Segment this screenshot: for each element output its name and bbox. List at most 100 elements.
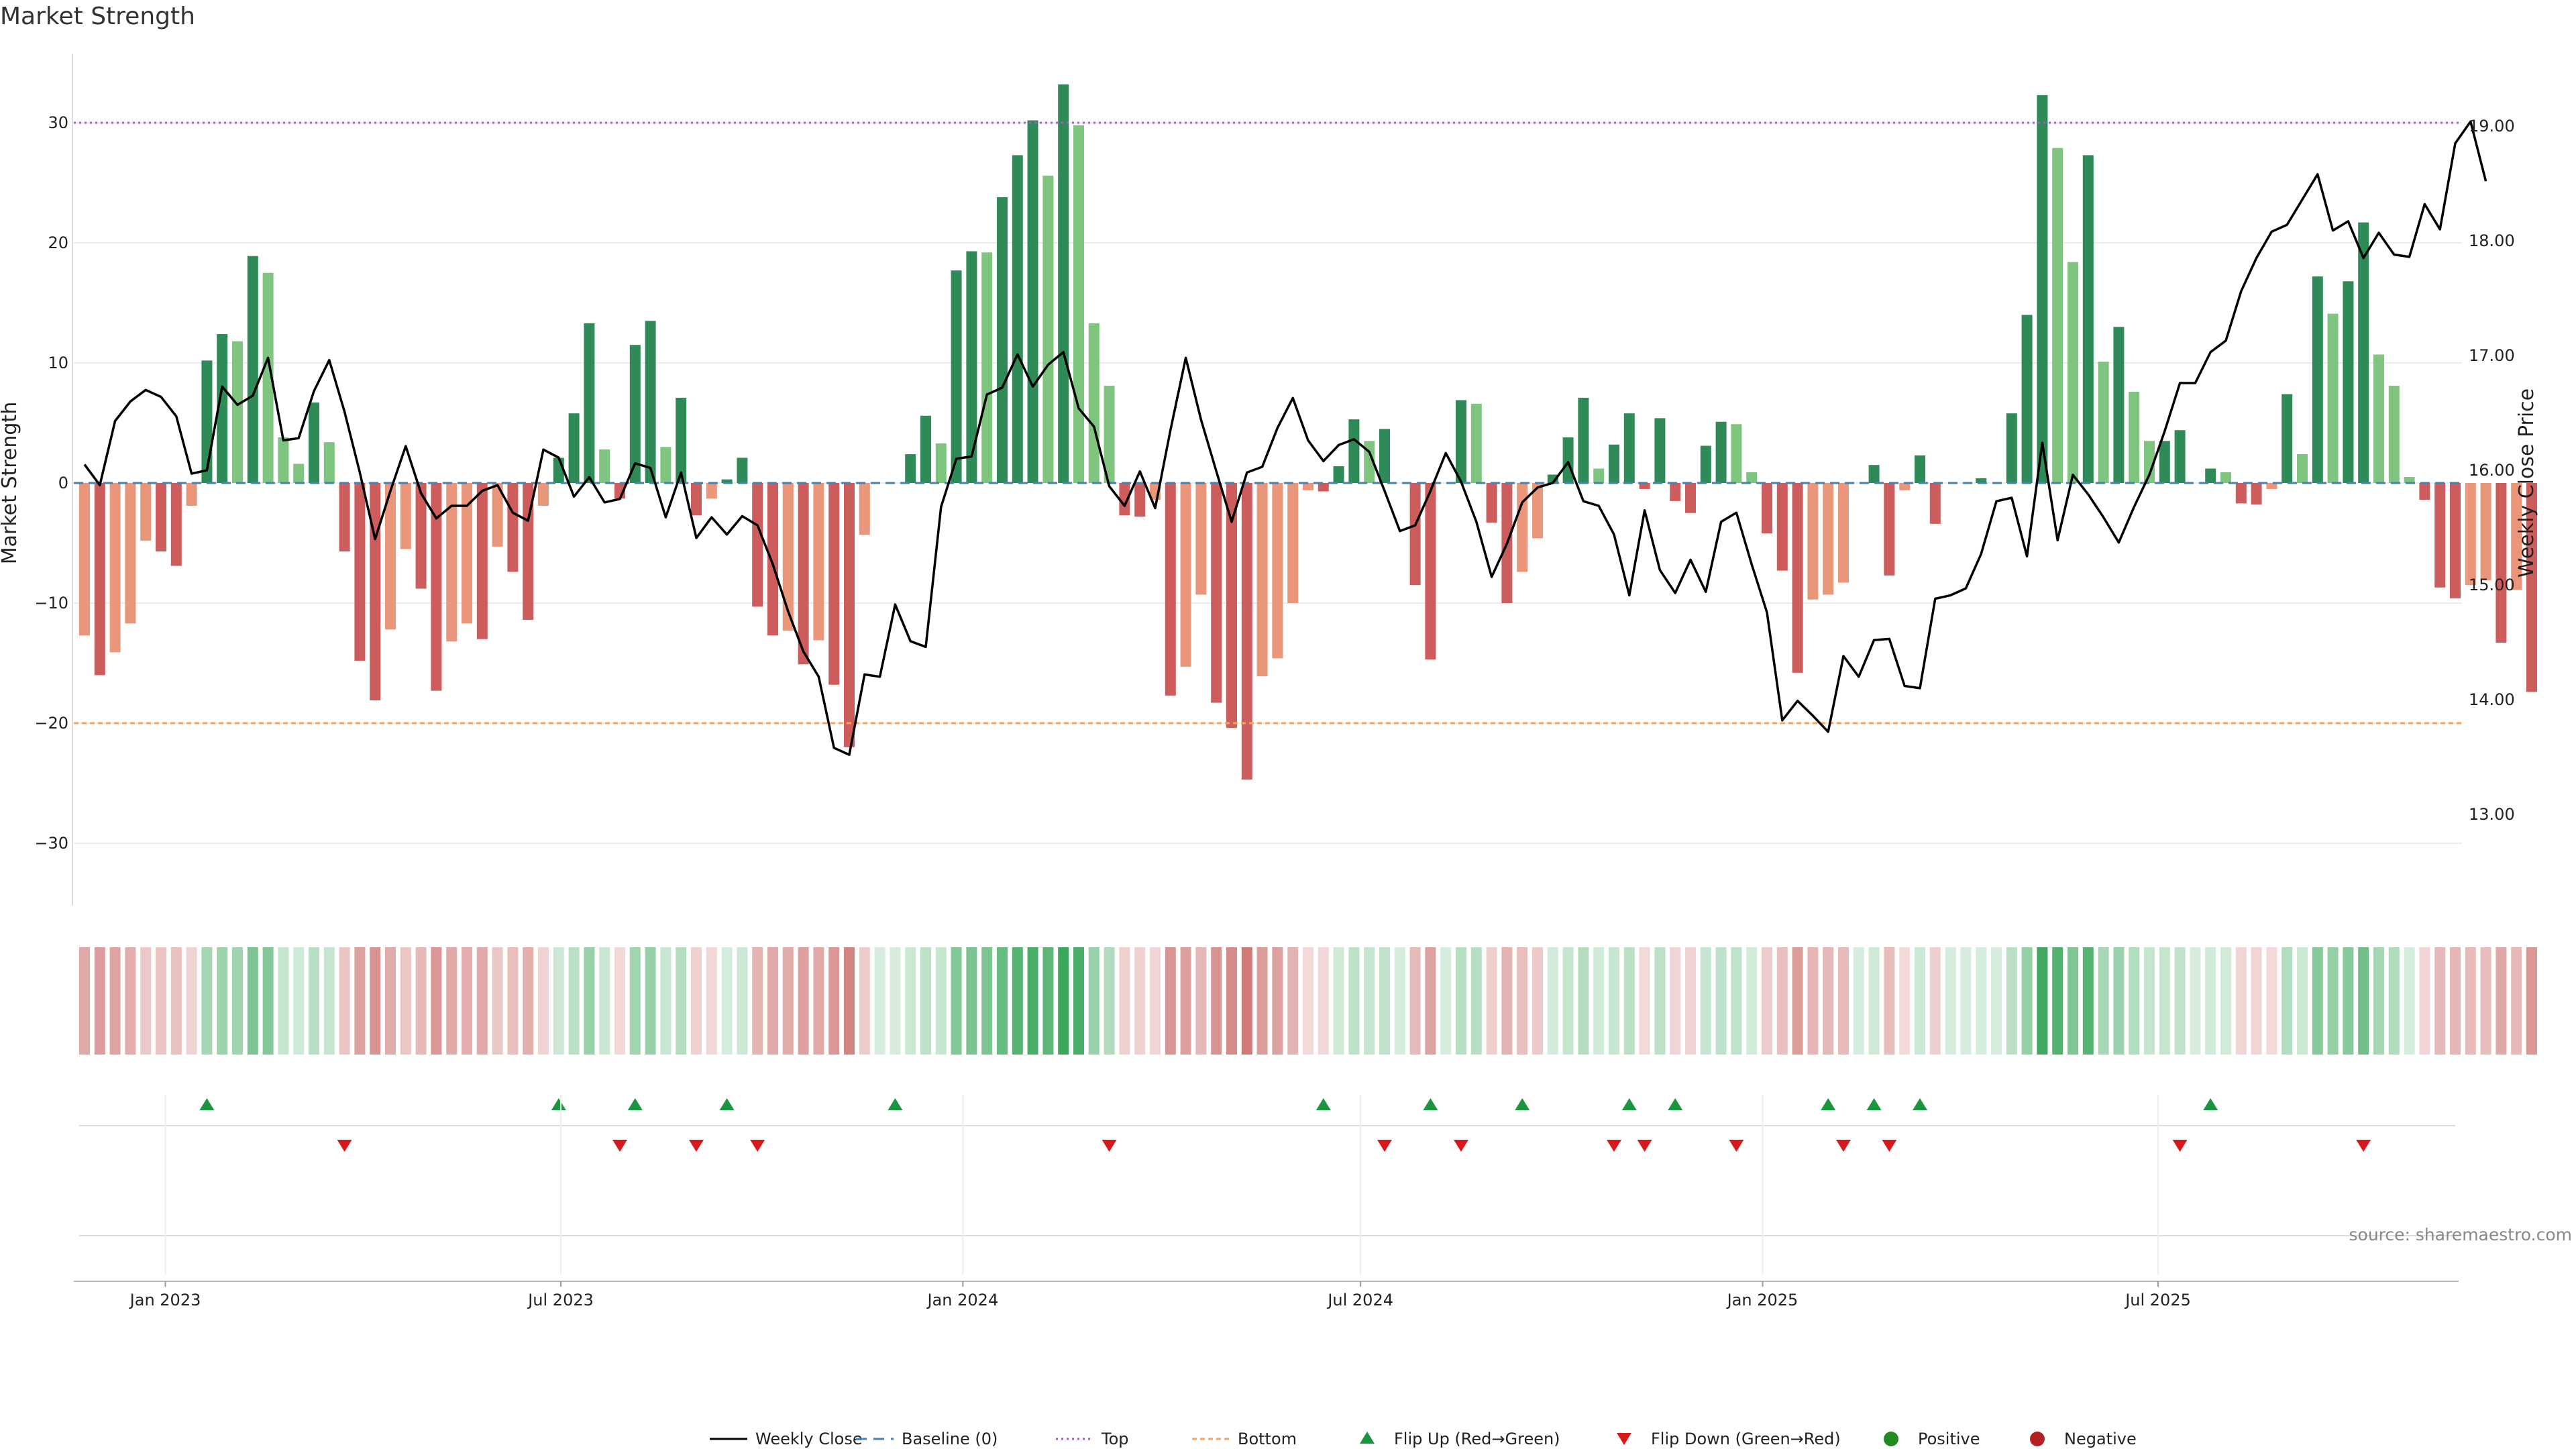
strength-bar <box>2526 483 2537 692</box>
strength-bar <box>966 251 977 483</box>
heatmap-cell <box>767 947 778 1055</box>
legend-swatch-negative <box>2030 1432 2045 1446</box>
heatmap-cell <box>1823 947 1834 1055</box>
strength-bar <box>156 483 166 552</box>
x-tick-label: Jul 2025 <box>2124 1291 2191 1309</box>
heatmap-cell <box>1180 947 1191 1055</box>
legend-item: Baseline (0) <box>856 1430 998 1448</box>
strength-bar <box>1364 441 1375 483</box>
strength-bar <box>1379 429 1390 483</box>
heatmap-cell <box>1915 947 1925 1055</box>
strength-bar <box>1746 472 1758 483</box>
heatmap-cell <box>905 947 916 1055</box>
strength-bar <box>1287 483 1299 603</box>
heatmap-cell <box>2220 947 2231 1055</box>
y-axis-title-right: Weekly Close Price <box>2515 388 2538 578</box>
heatmap-cell <box>1226 947 1237 1055</box>
strength-bar <box>2312 276 2323 483</box>
strength-bar <box>2037 95 2048 483</box>
heatmap-cell <box>1409 947 1421 1055</box>
strength-bar <box>2113 327 2125 483</box>
strength-bar <box>1823 483 1834 595</box>
heatmap-cell <box>1394 947 1405 1055</box>
x-tick-label: Jan 2023 <box>129 1291 201 1309</box>
strength-bar <box>1776 483 1788 571</box>
heatmap-cell <box>370 947 381 1055</box>
weekly-close-line-path <box>83 120 2487 756</box>
strength-bar <box>1593 468 1605 483</box>
heatmap-cell <box>920 947 931 1055</box>
heatmap-cell <box>1501 947 1513 1055</box>
heatmap-cell <box>400 947 411 1055</box>
heatmap-cell <box>1119 947 1130 1055</box>
heatmap-cell <box>2282 947 2293 1055</box>
strength-bar <box>400 483 411 549</box>
heatmap-cell <box>140 947 152 1055</box>
heatmap-cell <box>737 947 748 1055</box>
heatmap-cell <box>813 947 824 1055</box>
heatmap-cell <box>323 947 335 1055</box>
legend: Weekly Close Baseline (0) Top Bottom Flip Up… <box>710 1430 2137 1448</box>
strength-bar <box>1042 175 1054 483</box>
flip-up-marker <box>627 1098 643 1110</box>
heatmap-cell <box>1348 947 1360 1055</box>
strength-bar <box>79 483 90 636</box>
strength-bar <box>1272 483 1283 659</box>
strength-bar <box>1180 483 1191 667</box>
heatmap-cell <box>1104 947 1115 1055</box>
legend-item: Flip Down (Green→Red) <box>1617 1430 1841 1448</box>
heatmap-cell <box>1746 947 1758 1055</box>
heatmap-cell <box>1547 947 1558 1055</box>
strength-bar <box>721 479 733 483</box>
axes: −30 −20 −10 0 10 20 30 13.00 14.00 15.00 16.00 17.0… <box>34 54 2515 906</box>
heatmap-cell <box>1623 947 1635 1055</box>
heatmap-cell <box>170 947 182 1055</box>
heatmap-cell <box>1456 947 1466 1055</box>
strength-bar <box>2511 483 2522 590</box>
strength-bar <box>951 270 962 483</box>
x-tick-label: Jan 2024 <box>926 1291 999 1309</box>
strength-bar <box>997 197 1008 483</box>
heatmap-cell <box>2174 947 2186 1055</box>
strength-bar <box>1211 483 1222 703</box>
strength-bar <box>1119 483 1130 516</box>
heatmap-cell <box>859 947 870 1055</box>
heatmap-cell <box>2434 947 2446 1055</box>
strength-bar <box>217 334 228 483</box>
heatmap-cell <box>1440 947 1452 1055</box>
strength-bar <box>1333 466 1344 483</box>
legend-item: Positive <box>1884 1430 1980 1448</box>
heatmap-cell <box>1042 947 1054 1055</box>
heatmap-cell <box>2358 947 2369 1055</box>
legend-label: Weekly Close <box>755 1430 863 1448</box>
strength-bar <box>1241 483 1252 780</box>
strength-bar <box>1134 483 1146 517</box>
strength-bar <box>1609 444 1619 483</box>
heatmap-cell <box>2129 947 2140 1055</box>
legend-item: Weekly Close <box>710 1430 863 1448</box>
heatmap-cell <box>2480 947 2491 1055</box>
strength-bars <box>79 84 2537 780</box>
heatmap-cell <box>2068 947 2078 1055</box>
strength-bar <box>1899 483 1911 490</box>
flip-down-marker <box>1836 1140 1851 1152</box>
strength-bar <box>1578 397 1589 483</box>
heatmap-cell <box>1470 947 1482 1055</box>
flip-up-marker <box>2203 1098 2218 1110</box>
heatmap-cell <box>1517 947 1528 1055</box>
strength-bar <box>94 483 105 676</box>
heatmap-cell <box>1960 947 1972 1055</box>
legend-label: Flip Up (Red→Green) <box>1394 1430 1560 1448</box>
strength-bar <box>1425 483 1436 660</box>
y-tick-label: −20 <box>34 714 68 733</box>
legend-label: Negative <box>2064 1430 2137 1448</box>
heatmap-cell <box>997 947 1008 1055</box>
heatmap-cell <box>2312 947 2323 1055</box>
strength-bar <box>370 483 381 700</box>
heatmap-cell <box>951 947 962 1055</box>
strength-bar <box>2297 454 2308 483</box>
heatmap-cell <box>1272 947 1283 1055</box>
strength-bar <box>1670 483 1681 501</box>
heatmap-cell <box>507 947 519 1055</box>
flip-down-marker <box>1377 1140 1392 1152</box>
